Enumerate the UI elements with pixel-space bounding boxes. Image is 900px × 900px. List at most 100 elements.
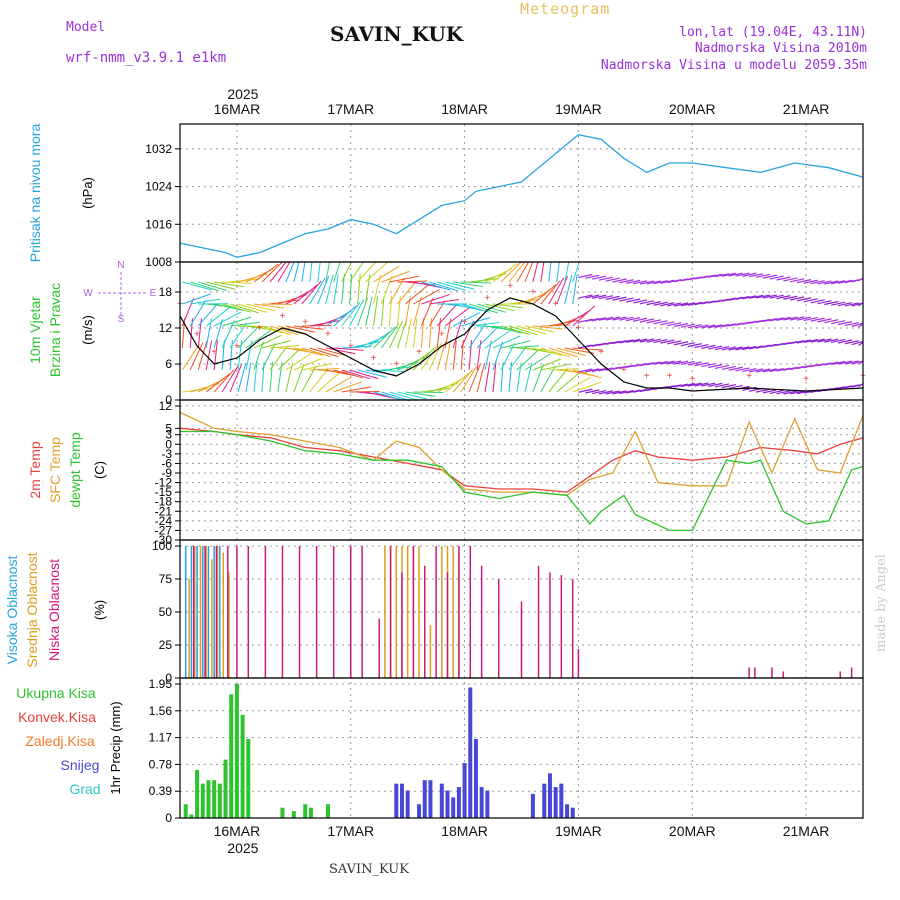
wind-arrow bbox=[381, 275, 393, 305]
wind-arrow bbox=[694, 343, 709, 349]
y-tick-label: -3 bbox=[161, 447, 172, 461]
wind-arrow bbox=[524, 261, 534, 283]
precip-bar bbox=[325, 804, 330, 818]
wind-arrow bbox=[516, 325, 546, 335]
wind-arrow bbox=[667, 340, 682, 345]
page-title: SAVIN_KUK bbox=[330, 22, 464, 46]
wind-arrow bbox=[796, 339, 812, 344]
wind-unit: (m/s) bbox=[80, 315, 95, 345]
y-tick-label: -6 bbox=[161, 456, 172, 470]
wind-arrow bbox=[405, 351, 430, 371]
wind-arrow bbox=[380, 296, 385, 327]
wind-arrow bbox=[357, 261, 377, 283]
wind-arrow bbox=[585, 317, 600, 323]
wind-arrow bbox=[632, 317, 648, 322]
wind-arrow bbox=[585, 274, 600, 279]
wind-arrow bbox=[333, 261, 341, 283]
wind-arrow bbox=[484, 362, 491, 393]
wind-arrow bbox=[572, 369, 602, 379]
wind-arrow bbox=[680, 360, 695, 366]
wind-arrow bbox=[735, 346, 750, 351]
compass-letter: E bbox=[150, 288, 157, 299]
wind-arrow bbox=[687, 343, 702, 348]
wind-arrow bbox=[349, 369, 379, 380]
wind-arrow bbox=[687, 324, 702, 329]
wind-arrow bbox=[714, 346, 730, 351]
wind-arrow bbox=[728, 384, 743, 390]
precip-bar bbox=[565, 804, 570, 818]
y-tick-label: -30 bbox=[155, 533, 173, 547]
gust-marker: + bbox=[234, 341, 240, 352]
y-tick-label: 0 bbox=[165, 393, 172, 407]
wind-arrow bbox=[548, 261, 552, 283]
wind-arrow bbox=[810, 317, 825, 322]
wind-arrow bbox=[532, 358, 561, 371]
wind-arrow bbox=[420, 298, 434, 327]
wind-arrow bbox=[540, 363, 571, 371]
wind-arrow bbox=[365, 391, 395, 399]
wind-arrow bbox=[357, 369, 387, 378]
wind-arrow bbox=[783, 277, 798, 282]
wind-arrows bbox=[181, 261, 864, 402]
wind-arrow bbox=[309, 367, 340, 371]
wind-arrow bbox=[831, 338, 846, 344]
wind-arrow bbox=[452, 319, 463, 349]
wind-arrow bbox=[309, 277, 326, 305]
temp-line-0 bbox=[179, 427, 864, 493]
wind-arrow bbox=[412, 296, 422, 327]
panel-frame-wind bbox=[179, 261, 864, 401]
wind-arrow bbox=[492, 362, 497, 393]
wind-arrow bbox=[755, 368, 771, 373]
wind-arrow bbox=[837, 360, 853, 365]
wind-arrow bbox=[612, 296, 627, 301]
bottom-year-label: 2025 bbox=[227, 840, 258, 856]
wind-arrow bbox=[556, 275, 568, 305]
wind-arrow bbox=[413, 391, 444, 394]
wind-arrow bbox=[653, 301, 668, 306]
wind-arrow bbox=[349, 299, 365, 327]
wind-arrow bbox=[701, 362, 716, 368]
wind-arrow bbox=[500, 325, 530, 336]
wind-arrow bbox=[646, 280, 661, 285]
wind-arrow bbox=[578, 368, 593, 373]
y-tick-label: 0 bbox=[165, 811, 172, 825]
wind-arrow bbox=[532, 325, 563, 330]
wind-arrow bbox=[708, 363, 723, 369]
y-tick-label: 3 bbox=[165, 428, 172, 442]
meteogram-label: Meteogram bbox=[520, 0, 611, 18]
wind-arrow bbox=[783, 316, 798, 321]
wind-arrow bbox=[317, 275, 330, 305]
wind-arrow bbox=[598, 390, 614, 395]
wind-arrow bbox=[837, 302, 853, 307]
wind-arrow bbox=[309, 368, 329, 393]
wind-arrow bbox=[844, 340, 859, 345]
wind-arrow bbox=[253, 263, 279, 283]
wind-arrow bbox=[429, 281, 459, 292]
wind-arrow bbox=[721, 272, 736, 277]
wind-arrow bbox=[293, 284, 318, 305]
wind-arrow bbox=[461, 281, 492, 284]
wind-arrow bbox=[619, 389, 634, 395]
wind-arrow bbox=[532, 363, 544, 393]
top-date-label: 17MAR bbox=[327, 101, 374, 117]
wind-arrow bbox=[476, 362, 486, 393]
wind-arrow bbox=[349, 390, 380, 393]
precip-bar bbox=[547, 773, 552, 818]
y-tick-label: 1.56 bbox=[149, 704, 173, 718]
y-tick-label: -27 bbox=[155, 523, 173, 537]
wind-arrow bbox=[293, 325, 324, 330]
wind-arrow bbox=[540, 280, 561, 305]
wind-arrow bbox=[564, 309, 591, 327]
top-date-label: 19MAR bbox=[555, 101, 602, 117]
wind-arrow bbox=[653, 338, 668, 344]
wind-arrow bbox=[653, 320, 668, 325]
wind-arrow bbox=[500, 340, 531, 349]
wind-arrow bbox=[205, 340, 213, 371]
wind-arrow bbox=[776, 276, 791, 281]
precip-bar bbox=[291, 811, 296, 818]
wind-arrow bbox=[776, 295, 791, 300]
gust-marker: + bbox=[211, 347, 217, 358]
wind-arrow bbox=[412, 347, 435, 371]
wind-arrow bbox=[626, 298, 641, 303]
wind-arrow bbox=[277, 261, 291, 283]
